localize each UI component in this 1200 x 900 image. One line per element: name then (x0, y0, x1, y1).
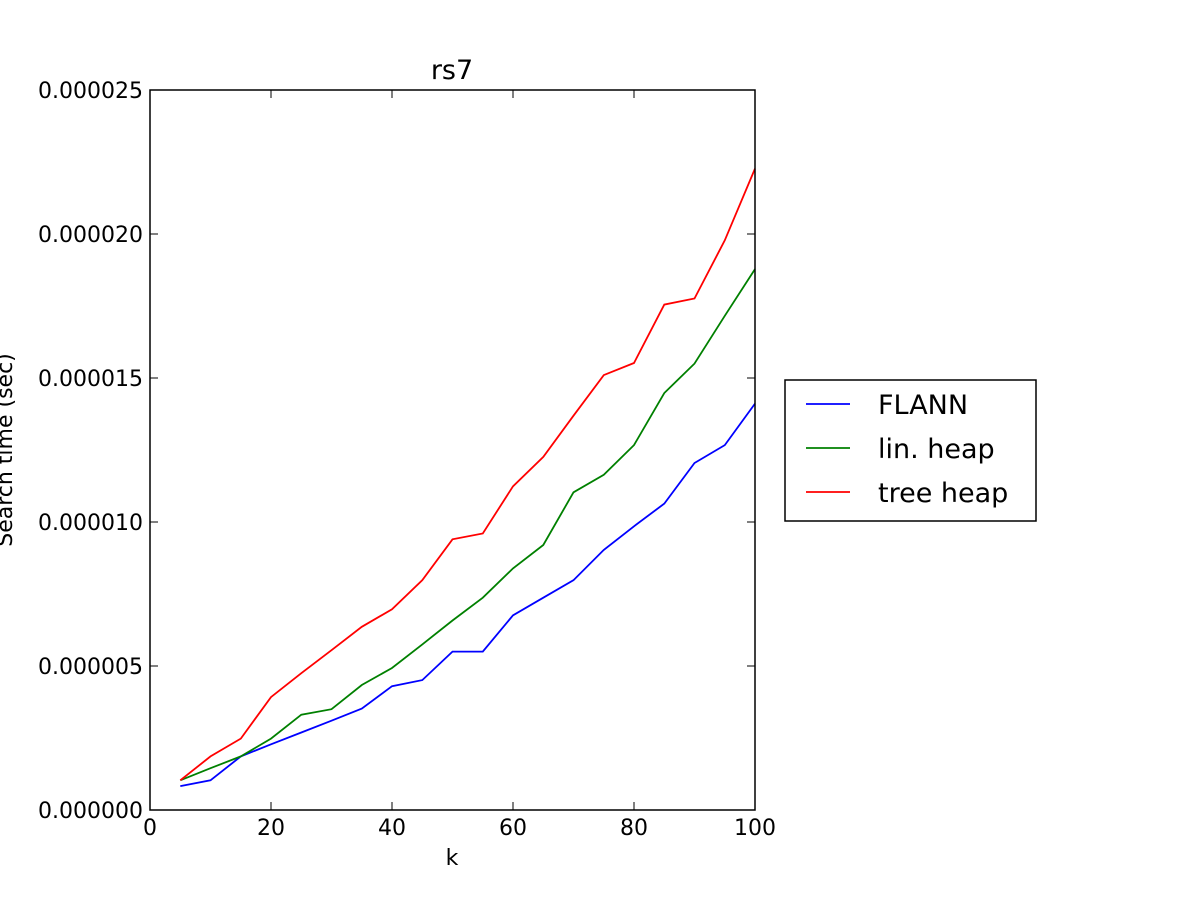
x-tick-label: 80 (620, 816, 648, 841)
plot-frame (149, 89, 756, 811)
x-tick-label: 60 (499, 816, 527, 841)
x-tick-label: 40 (378, 816, 406, 841)
x-tick-label: 20 (257, 816, 285, 841)
y-tick-label: 0.000010 (38, 511, 143, 536)
legend: FLANN lin. heap tree heap (784, 379, 1037, 522)
legend-label: tree heap (878, 478, 1008, 509)
y-tick-label: 0.000025 (38, 79, 143, 104)
y-tick-label: 0.000000 (38, 799, 143, 824)
legend-label: lin. heap (878, 434, 995, 465)
series-line-1 (179, 268, 756, 782)
tick-layer: 0 20 40 60 80 100 0.000000 0.000005 0.000010 0.00… (38, 79, 776, 841)
x-tick-label: 0 (143, 816, 157, 841)
legend-entries: FLANN lin. heap tree heap (806, 390, 1008, 509)
x-tick-label: 100 (734, 816, 776, 841)
x-axis-label: k (446, 846, 459, 871)
y-tick-label: 0.000015 (38, 367, 143, 392)
chart-title: rs7 (431, 55, 473, 86)
y-tick-label: 0.000020 (38, 223, 143, 248)
y-axis-label: Search time (sec) (0, 353, 18, 547)
series-layer (179, 168, 756, 787)
series-line-0 (180, 403, 756, 787)
series-line-2 (179, 168, 756, 782)
y-tick-label: 0.000005 (38, 655, 143, 680)
legend-label: FLANN (878, 390, 968, 421)
